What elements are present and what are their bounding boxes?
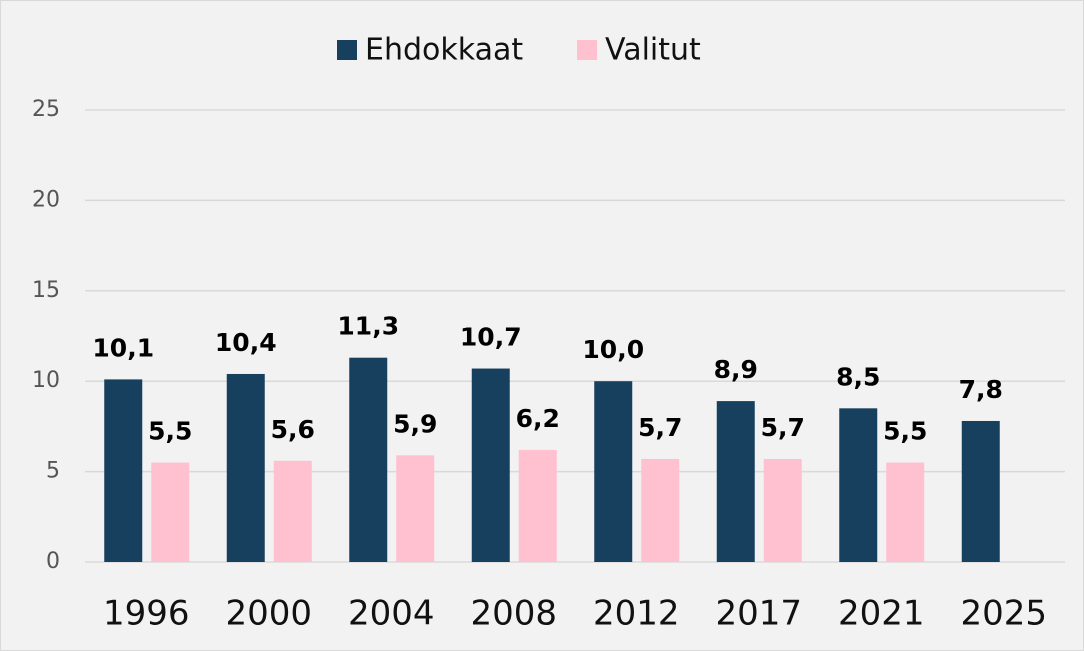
value-label: 5,5 bbox=[883, 417, 927, 446]
y-tick-label: 0 bbox=[46, 549, 60, 574]
bar bbox=[886, 462, 925, 562]
value-label: 5,5 bbox=[148, 417, 192, 446]
bar bbox=[349, 357, 388, 562]
bar bbox=[151, 462, 190, 562]
x-tick-label: 2012 bbox=[593, 594, 680, 634]
x-tick-label: 2008 bbox=[470, 594, 557, 634]
value-label: 10,4 bbox=[215, 328, 277, 357]
x-tick-label: 1996 bbox=[103, 594, 190, 634]
y-tick-label: 10 bbox=[32, 368, 60, 393]
value-label: 5,7 bbox=[761, 413, 805, 442]
bar bbox=[641, 458, 680, 562]
x-tick-label: 2021 bbox=[838, 594, 925, 634]
value-label: 10,0 bbox=[582, 335, 644, 364]
legend-label: Valitut bbox=[605, 33, 701, 68]
bar bbox=[396, 455, 435, 562]
value-label: 5,7 bbox=[638, 413, 682, 442]
y-tick-label: 15 bbox=[32, 278, 60, 303]
value-label: 7,8 bbox=[959, 375, 1003, 404]
value-label: 5,6 bbox=[271, 415, 315, 444]
value-label: 5,9 bbox=[393, 409, 437, 438]
value-label: 6,2 bbox=[516, 404, 560, 433]
bar bbox=[961, 420, 1000, 562]
y-tick-label: 25 bbox=[32, 97, 60, 122]
bar bbox=[471, 368, 510, 562]
legend-label: Ehdokkaat bbox=[365, 33, 523, 68]
bar bbox=[226, 373, 265, 562]
x-tick-label: 2025 bbox=[960, 594, 1047, 634]
value-label: 8,5 bbox=[836, 362, 880, 391]
y-tick-label: 20 bbox=[32, 187, 60, 212]
value-label: 10,7 bbox=[460, 323, 522, 352]
value-label: 11,3 bbox=[337, 312, 399, 341]
bar bbox=[273, 460, 312, 562]
value-label: 10,1 bbox=[92, 333, 154, 362]
bar bbox=[716, 401, 755, 562]
legend-swatch bbox=[337, 40, 357, 60]
x-tick-label: 2004 bbox=[348, 594, 435, 634]
value-label: 8,9 bbox=[714, 355, 758, 384]
bar bbox=[763, 458, 802, 562]
x-tick-label: 2000 bbox=[225, 594, 312, 634]
y-tick-label: 5 bbox=[46, 459, 60, 484]
bar bbox=[518, 449, 557, 562]
bar bbox=[594, 381, 633, 562]
bar bbox=[839, 408, 878, 562]
legend-swatch bbox=[577, 40, 597, 60]
bar bbox=[104, 379, 143, 562]
x-tick-label: 2017 bbox=[715, 594, 802, 634]
